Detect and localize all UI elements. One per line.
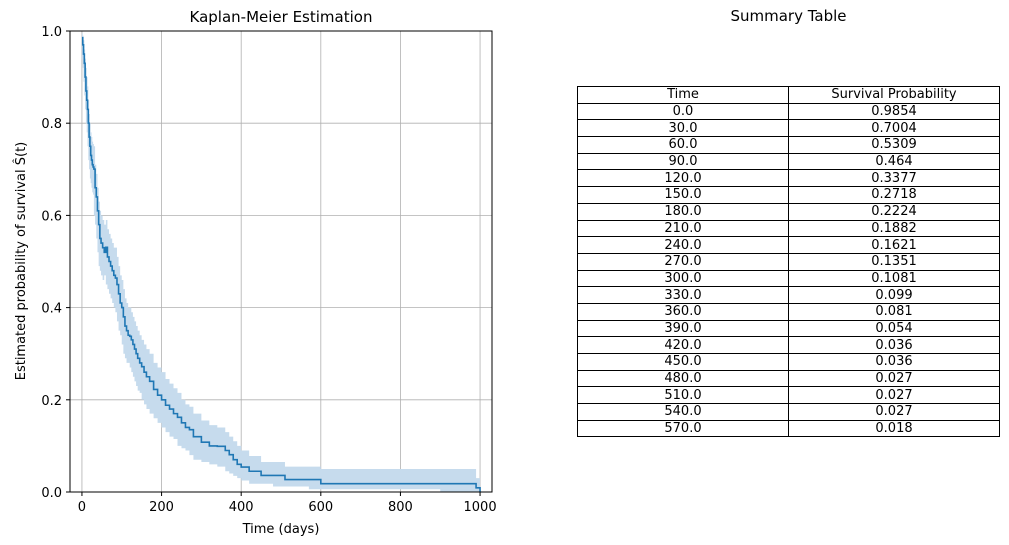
y-axis-ticks: 0.0 0.2 0.4 0.6 0.8 1.0 xyxy=(41,25,70,501)
table-cell-survival-probability: 0.027 xyxy=(788,403,1000,421)
y-tick-label: 1.0 xyxy=(41,25,62,40)
table-cell-survival-probability: 0.1351 xyxy=(788,252,1000,271)
plot-frame xyxy=(69,30,493,493)
table-body: 0.0 0.9854 30.0 0.7004 60.0 0.5309 90.0 0.464 12… xyxy=(577,102,1000,438)
summary-table: Time Survival Probability 0.0 0.9854 30.0 0… xyxy=(577,86,1000,438)
table-cell-time: 120.0 xyxy=(577,169,789,188)
table-row: 90.0 0.464 xyxy=(577,152,1000,171)
table-row: 180.0 0.2224 xyxy=(577,202,1000,221)
table-cell-survival-probability: 0.027 xyxy=(788,386,1000,405)
column-header-time: Time xyxy=(577,86,789,104)
table-cell-time: 90.0 xyxy=(577,152,789,171)
table-cell-time: 270.0 xyxy=(577,252,789,271)
table-cell-time: 150.0 xyxy=(577,186,789,204)
table-cell-survival-probability: 0.027 xyxy=(788,369,1000,388)
table-cell-time: 420.0 xyxy=(577,336,789,354)
table-row: 60.0 0.5309 xyxy=(577,136,1000,154)
table-cell-survival-probability: 0.3377 xyxy=(788,169,1000,188)
table-row: 420.0 0.036 xyxy=(577,336,1000,354)
table-row: 30.0 0.7004 xyxy=(577,119,1000,138)
y-tick-label: 0.2 xyxy=(41,394,62,409)
table-row: 450.0 0.036 xyxy=(577,353,1000,371)
table-cell-time: 30.0 xyxy=(577,119,789,138)
table-row: 330.0 0.099 xyxy=(577,286,1000,304)
table-cell-time: 510.0 xyxy=(577,386,789,405)
survival-curve-line xyxy=(81,36,481,492)
table-cell-survival-probability: 0.9854 xyxy=(788,102,1000,121)
table-cell-time: 540.0 xyxy=(577,403,789,421)
table-cell-survival-probability: 0.054 xyxy=(788,319,1000,338)
y-axis-label: Estimated probability of survival Ŝ(t) xyxy=(13,142,29,381)
table-cell-survival-probability: 0.1081 xyxy=(788,269,1000,288)
table-cell-survival-probability: 0.2718 xyxy=(788,186,1000,204)
table-row: 510.0 0.027 xyxy=(577,386,1000,405)
column-header-survival-probability: Survival Probability xyxy=(788,86,1000,104)
table-cell-survival-probability: 0.018 xyxy=(788,419,1000,438)
table-row: 540.0 0.027 xyxy=(577,403,1000,421)
x-tick-label: 600 xyxy=(308,500,333,515)
x-tick-label: 0 xyxy=(78,500,86,515)
x-axis-ticks: 0 200 400 600 800 1000 xyxy=(78,492,497,515)
x-tick-label: 200 xyxy=(149,500,174,515)
table-cell-survival-probability: 0.036 xyxy=(788,336,1000,354)
table-cell-time: 480.0 xyxy=(577,369,789,388)
table-cell-survival-probability: 0.2224 xyxy=(788,202,1000,221)
table-cell-survival-probability: 0.5309 xyxy=(788,136,1000,154)
table-cell-time: 240.0 xyxy=(577,236,789,254)
table-cell-survival-probability: 0.1621 xyxy=(788,236,1000,254)
table-row: 210.0 0.1882 xyxy=(577,219,1000,238)
x-tick-label: 800 xyxy=(388,500,413,515)
table-cell-time: 360.0 xyxy=(577,302,789,321)
table-row: 390.0 0.054 xyxy=(577,319,1000,338)
chart-title: Kaplan-Meier Estimation xyxy=(190,8,373,26)
table-cell-time: 210.0 xyxy=(577,219,789,238)
table-row: 360.0 0.081 xyxy=(577,302,1000,321)
table-row: 300.0 0.1081 xyxy=(577,269,1000,288)
table-cell-survival-probability: 0.081 xyxy=(788,302,1000,321)
table-cell-time: 300.0 xyxy=(577,269,789,288)
table-row: 570.0 0.018 xyxy=(577,419,1000,438)
table-cell-time: 570.0 xyxy=(577,419,789,438)
y-tick-label: 0.0 xyxy=(41,486,62,501)
grid-lines xyxy=(70,30,492,493)
table-row: 0.0 0.9854 xyxy=(577,102,1000,121)
table-cell-time: 60.0 xyxy=(577,136,789,154)
table-cell-survival-probability: 0.036 xyxy=(788,353,1000,371)
table-header-row: Time Survival Probability xyxy=(577,86,1000,104)
table-row: 480.0 0.027 xyxy=(577,369,1000,388)
table-row: 120.0 0.3377 xyxy=(577,169,1000,188)
table-title: Summary Table xyxy=(730,7,847,25)
x-tick-label: 1000 xyxy=(464,500,497,515)
x-tick-label: 400 xyxy=(229,500,254,515)
table-cell-time: 330.0 xyxy=(577,286,789,304)
table-cell-time: 390.0 xyxy=(577,319,789,338)
table-cell-time: 180.0 xyxy=(577,202,789,221)
table-row: 270.0 0.1351 xyxy=(577,252,1000,271)
table-row: 150.0 0.2718 xyxy=(577,186,1000,204)
table-row: 240.0 0.1621 xyxy=(577,236,1000,254)
y-tick-label: 0.6 xyxy=(41,209,62,224)
table-cell-time: 0.0 xyxy=(577,102,789,121)
x-axis-label: Time (days) xyxy=(242,522,320,537)
table-cell-survival-probability: 0.099 xyxy=(788,286,1000,304)
table-cell-time: 450.0 xyxy=(577,353,789,371)
table-cell-survival-probability: 0.464 xyxy=(788,152,1000,171)
table-cell-survival-probability: 0.1882 xyxy=(788,219,1000,238)
y-tick-label: 0.4 xyxy=(41,302,62,317)
confidence-band xyxy=(81,33,481,493)
y-tick-label: 0.8 xyxy=(41,117,62,132)
table-cell-survival-probability: 0.7004 xyxy=(788,119,1000,138)
